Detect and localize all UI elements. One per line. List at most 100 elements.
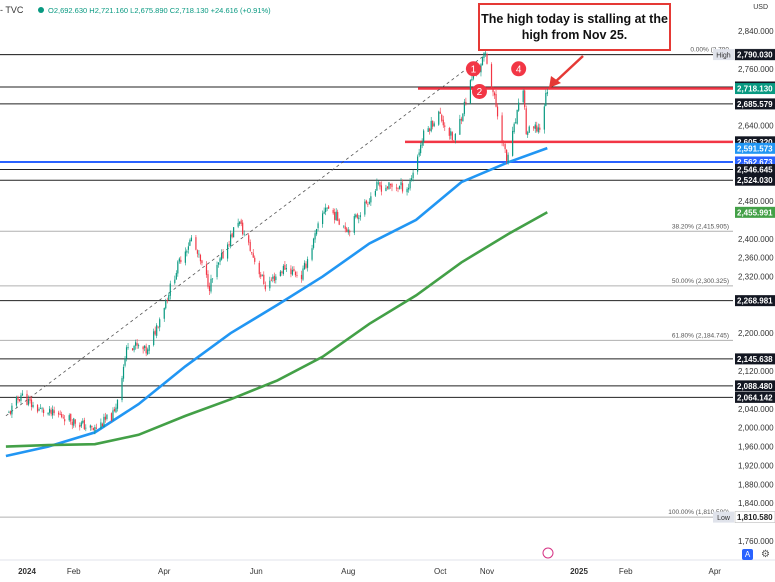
candle-body (312, 238, 315, 248)
candle-body (334, 212, 336, 220)
x-tick-label: 2025 (570, 567, 588, 576)
candle-body (353, 216, 355, 233)
candle-body (356, 214, 358, 218)
symbol-label[interactable]: - TVC (0, 5, 24, 15)
candle-body (290, 268, 292, 275)
x-tick-label: Apr (158, 567, 171, 576)
candle-body (71, 421, 73, 426)
candle-body (480, 64, 482, 73)
candle-body (438, 111, 440, 125)
price-badge-label: 2,685.579 (737, 100, 773, 109)
candle-body (344, 226, 346, 230)
candle-body (49, 408, 51, 413)
x-tick-label: Jun (250, 567, 263, 576)
candle-body (314, 233, 316, 240)
candle-body (439, 111, 441, 114)
price-badge (735, 391, 775, 403)
price-badge (735, 353, 775, 365)
candle-body (240, 220, 242, 224)
candle-body (147, 349, 149, 355)
candle-body (156, 325, 158, 336)
candle-body (199, 254, 202, 262)
replay-icon (542, 547, 554, 559)
y-tick-label: 2,640.000 (738, 121, 774, 130)
candle-body (210, 278, 212, 292)
market-status-icon (38, 7, 44, 13)
price-badge (735, 156, 775, 168)
candle-body (380, 185, 383, 192)
candle-body (131, 348, 134, 350)
candle-body (211, 278, 214, 280)
candle-body (524, 90, 526, 108)
candle-body (79, 424, 81, 428)
candle-body (325, 207, 327, 212)
fib-level-label: 100.00% (1,810.580) (668, 509, 729, 516)
candle-body (296, 275, 298, 276)
auto-scale-button[interactable]: A (742, 549, 753, 560)
candle-body (103, 416, 105, 428)
currency-selector[interactable]: USD (735, 4, 771, 16)
candle-body (20, 395, 22, 401)
candle-body (217, 262, 220, 265)
candle-body (409, 181, 411, 189)
candle-body (104, 416, 107, 420)
candle-body (410, 178, 413, 181)
marker-label: 2 (477, 87, 483, 98)
candle-body (91, 425, 93, 428)
candle-body (322, 213, 324, 225)
candle-body (165, 300, 167, 309)
candle-body (260, 274, 262, 277)
candle-body (450, 131, 452, 136)
candle-body (122, 366, 125, 379)
candle-body (306, 259, 309, 268)
y-tick-label: 2,040.000 (738, 405, 774, 414)
candle-body (9, 411, 12, 414)
candle-body (374, 190, 376, 196)
ma200-line (5, 211, 548, 448)
candle-body (243, 233, 245, 235)
candle-body (125, 347, 128, 359)
candle-body (358, 217, 360, 220)
y-tick-label: 1,760.000 (738, 537, 774, 546)
candle-body (207, 274, 209, 287)
y-tick-label: 1,880.000 (738, 480, 774, 489)
candle-body (481, 57, 484, 66)
gear-icon[interactable]: ⚙ (761, 549, 770, 560)
y-tick-label: 2,480.000 (738, 197, 774, 206)
candle-body (222, 252, 224, 259)
candle-body (18, 399, 21, 401)
candle-body (83, 419, 85, 430)
candle-body (36, 404, 39, 412)
candle-body (365, 200, 367, 204)
candle-body (495, 94, 497, 107)
callout-arrow-head (549, 76, 561, 88)
candle-body (26, 393, 28, 406)
candle-body (226, 244, 229, 259)
candle-body (391, 183, 393, 187)
candle-body (507, 154, 509, 163)
candle-body (427, 128, 429, 132)
candle-body (469, 80, 472, 104)
candle-body (367, 203, 369, 205)
price-badge-label: 2,064.142 (737, 393, 773, 402)
currency-label: USD (753, 4, 768, 11)
candle-body (504, 144, 506, 150)
price-badge-label: 2,790.030 (737, 51, 773, 60)
candle-body (496, 106, 499, 117)
candle-body (303, 262, 306, 269)
candles-group (8, 50, 548, 435)
candle-body (42, 409, 45, 414)
candle-body (82, 420, 84, 423)
candle-body (338, 219, 340, 225)
candle-body (534, 124, 536, 129)
candle-body (11, 405, 13, 415)
price-badge (735, 98, 775, 110)
candle-body (337, 211, 339, 221)
candle-body (293, 268, 295, 272)
candle-body (343, 225, 345, 227)
candle-body (412, 172, 414, 179)
price-badge (735, 295, 775, 307)
price-badge (734, 511, 775, 523)
candle-body (323, 211, 325, 214)
